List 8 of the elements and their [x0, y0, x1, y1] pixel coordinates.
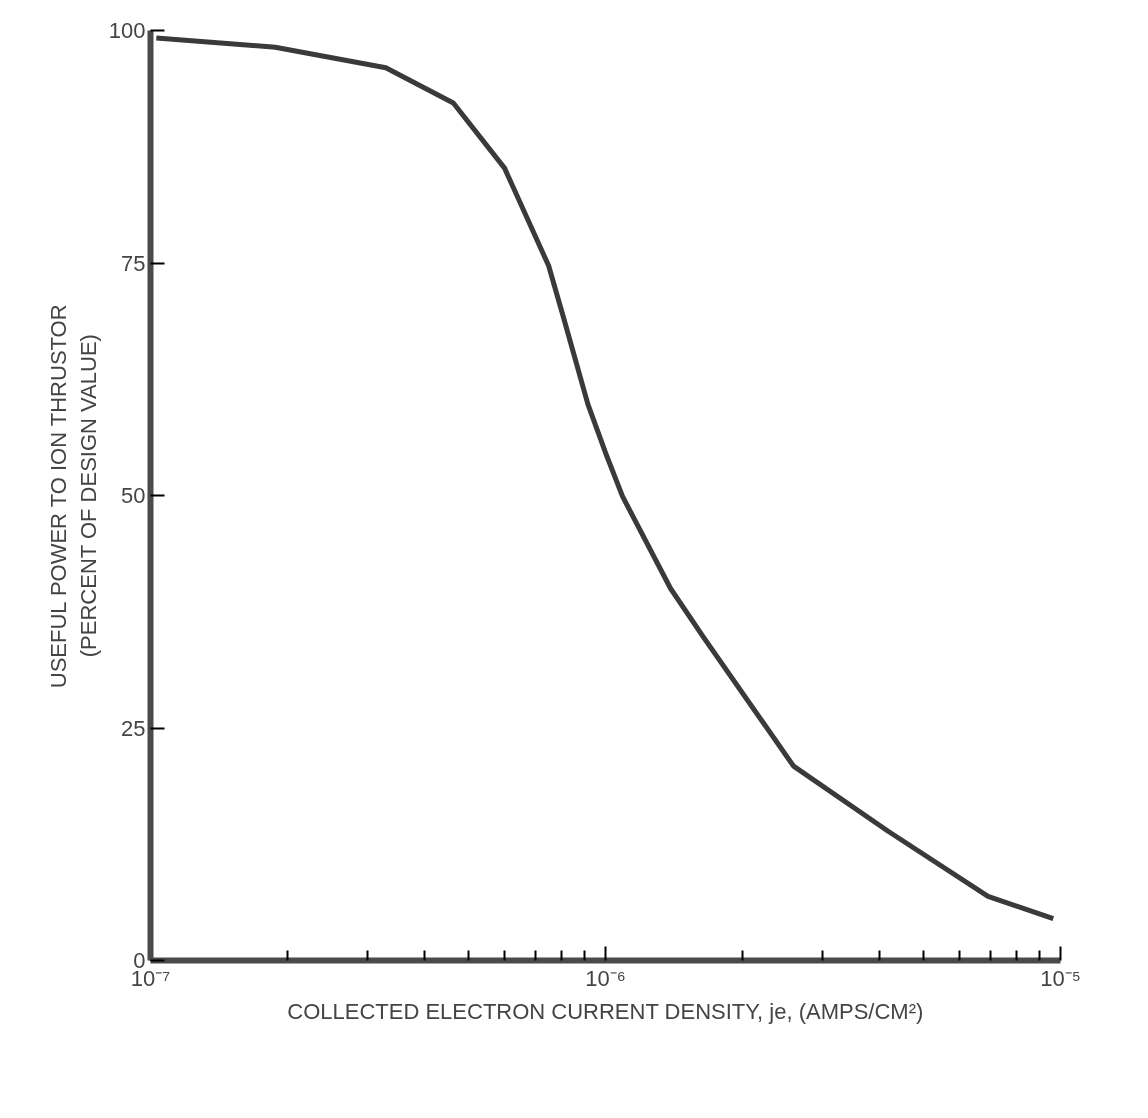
x-tick-label: 10⁻⁵	[1040, 965, 1081, 991]
y-tick-label: 25	[121, 715, 146, 741]
y-tick-label: 50	[121, 483, 146, 508]
x-axis-title: COLLECTED ELECTRON CURRENT DENSITY, je, (AMPS/CM²)	[287, 998, 924, 1024]
y-axis-title: USEFUL POWER TO ION THRUSTOR (PERCENT OF DESIGN VALUE)	[45, 304, 101, 689]
y-tick-label: 100	[108, 18, 146, 43]
x-tick-label: 10⁻⁶	[585, 965, 626, 991]
y-tick-label: 75	[121, 250, 146, 276]
